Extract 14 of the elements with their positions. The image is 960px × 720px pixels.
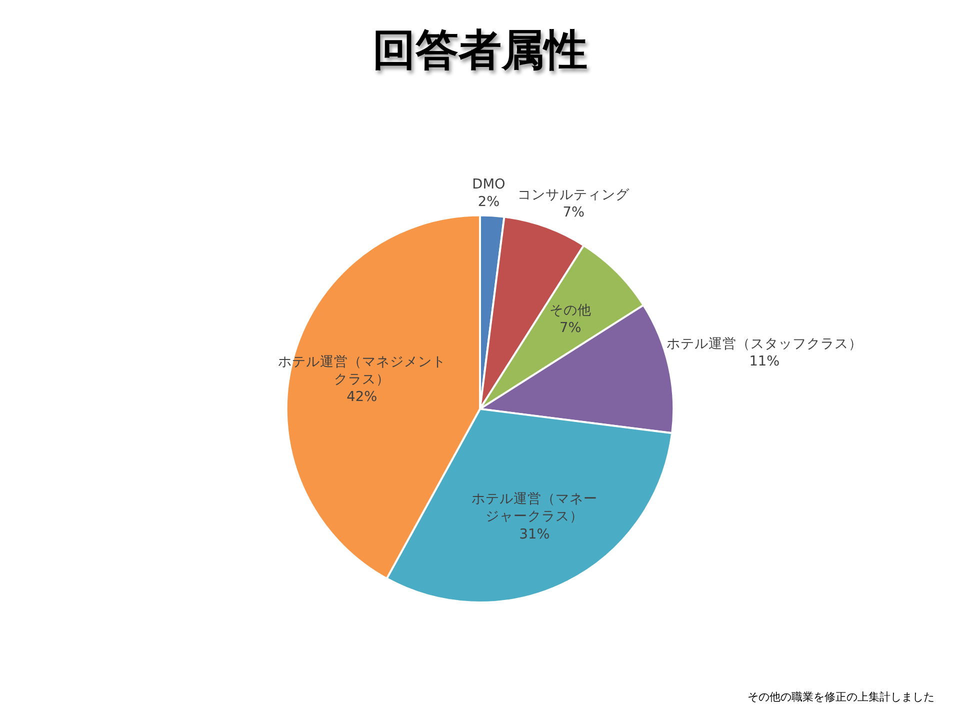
slice-label: ホテル運営（マネージャークラス） <box>471 491 598 525</box>
data-label: 7% <box>562 204 585 221</box>
data-label: 11% <box>749 354 780 370</box>
slice-label: ホテル運営（スタッフクラス） <box>666 336 862 352</box>
slice-label: コンサルティング <box>518 187 631 204</box>
data-label: 31% <box>519 526 550 542</box>
slice-label: その他 <box>549 302 592 319</box>
data-label: 42% <box>346 389 378 406</box>
text: その他の職業を修正の上集計しました <box>748 690 935 704</box>
data-label: 2% <box>478 194 500 210</box>
slice-label: ホテル運営（マネジメントクラス） <box>278 354 446 388</box>
data-label: 7% <box>560 320 582 336</box>
chart-title: 回答者属性 <box>372 26 588 76</box>
slice-label: DMO <box>472 176 506 193</box>
